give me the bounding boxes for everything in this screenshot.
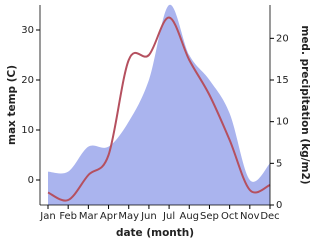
x-tick-label: Sep: [200, 211, 219, 222]
y2-tick-label: 5: [276, 158, 282, 169]
y2-tick-label: 20: [276, 33, 289, 44]
y-tick-label: 20: [21, 75, 34, 86]
x-tick-label: Dec: [260, 211, 279, 222]
temp-line: [47, 16, 271, 202]
x-tick-label: Feb: [59, 211, 77, 222]
y-axis-label: max temp (C): [6, 65, 18, 145]
y-tick-label: 0: [28, 175, 34, 186]
x-axis-label: date (month): [116, 227, 194, 239]
x-tick-label: Aug: [180, 211, 200, 222]
y2-axis-label: med. precipitation (kg/m2): [299, 25, 311, 184]
y2-tick-label: 10: [276, 117, 289, 128]
x-tick-label: Jan: [39, 211, 55, 222]
x-tick-label: Apr: [100, 211, 118, 222]
x-tick-label: Nov: [240, 211, 260, 222]
x-tick-label: Mar: [79, 211, 99, 222]
y-tick-label: 10: [21, 125, 34, 136]
precipitation-area: [48, 4, 270, 206]
x-tick-label: Jun: [140, 211, 157, 222]
x-tick-label: May: [118, 211, 139, 222]
y2-tick-label: 0: [276, 200, 282, 211]
y-tick-label: 30: [21, 25, 34, 36]
chart: date (month) max temp (C) med. precipita…: [6, 4, 311, 239]
y2-tick-label: 15: [276, 75, 289, 86]
x-tick-label: Jul: [162, 211, 175, 222]
x-tick-label: Oct: [221, 211, 238, 222]
